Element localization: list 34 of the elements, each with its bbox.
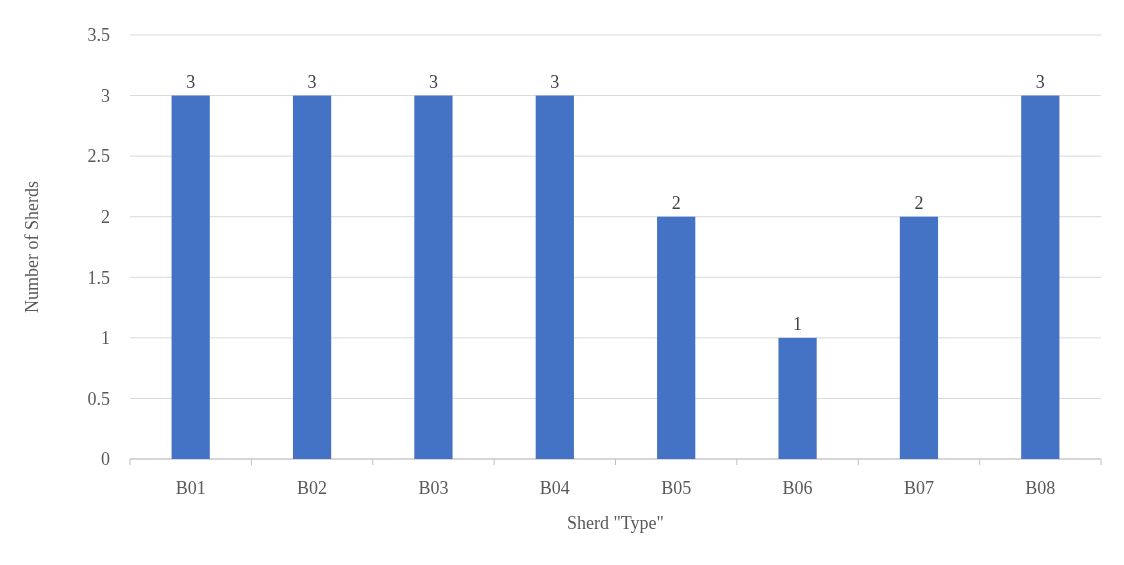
bar (778, 337, 817, 459)
data-label: 3 (1035, 71, 1045, 92)
x-axis-title: Sherd "Type" (567, 513, 664, 533)
y-tick-label: 0.5 (87, 388, 110, 409)
data-label: 3 (550, 71, 560, 92)
data-label: 2 (671, 192, 681, 213)
y-tick-label: 2.5 (87, 146, 110, 167)
x-tick-label: B01 (175, 478, 206, 498)
x-tick-label: B06 (782, 478, 813, 498)
y-tick-label: 3.5 (87, 25, 110, 46)
data-label: 3 (428, 71, 438, 92)
data-label: 1 (793, 313, 803, 334)
y-tick-label: 3 (101, 85, 110, 106)
bar (414, 95, 453, 459)
y-tick-label: 2 (101, 207, 110, 228)
x-tick-label: B08 (1025, 478, 1056, 498)
data-label: 3 (186, 71, 196, 92)
x-tick-label: B03 (418, 478, 449, 498)
bar (535, 95, 574, 459)
x-tick-label: B07 (903, 478, 934, 498)
x-tick-label: B02 (297, 478, 328, 498)
x-tick-label: B04 (539, 478, 570, 498)
bar (292, 95, 332, 459)
y-tick-label: 1.5 (87, 267, 110, 288)
x-tick-label: B05 (661, 478, 692, 498)
y-axis-title: Number of Sherds (22, 181, 42, 313)
bar (657, 216, 696, 459)
y-tick-label: 1 (101, 328, 110, 349)
data-label: 2 (914, 192, 924, 213)
data-label: 3 (307, 71, 317, 92)
bar (1021, 95, 1060, 459)
bar (899, 216, 939, 459)
y-tick-label: 0 (101, 449, 110, 470)
bar (171, 95, 210, 459)
